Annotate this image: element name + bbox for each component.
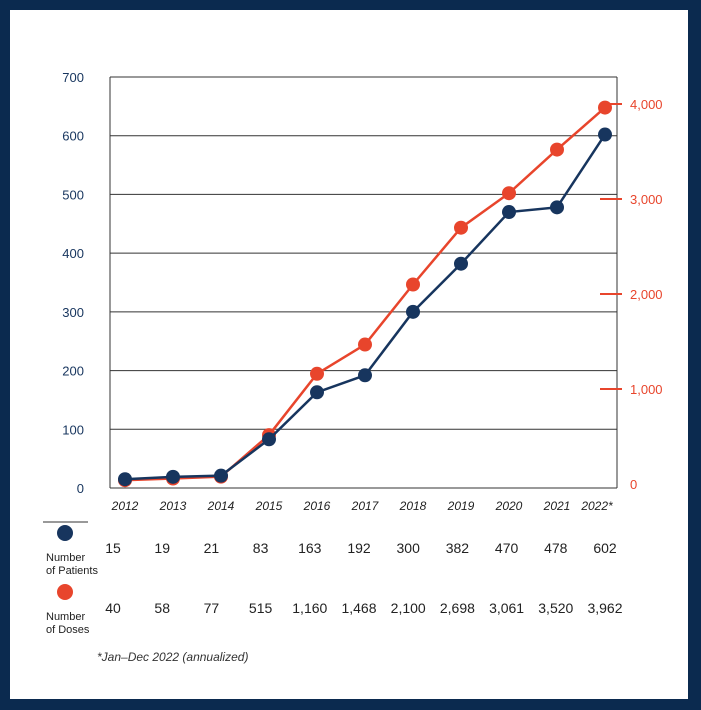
patients-point: [214, 468, 228, 483]
x-tick-label: 2016: [303, 499, 331, 513]
patients-point: [454, 256, 468, 271]
table-value: 2,100: [391, 600, 426, 616]
gridlines: [110, 76, 617, 430]
table-value: 1,468: [341, 600, 376, 616]
doses-point: [502, 186, 516, 201]
doses-line: [124, 106, 606, 482]
table-value: 15: [105, 540, 121, 556]
table-value: 83: [253, 540, 269, 556]
table-value: 300: [397, 540, 421, 556]
series-lines: [118, 100, 612, 488]
chart-panel: 0 100 200 300 400 500 600 700 0 1,000 2,000 3,000 4,…: [10, 10, 688, 699]
y-left-tick-label: 0: [77, 481, 84, 496]
table-value: 21: [204, 540, 220, 556]
y-left-tick-label: 300: [62, 305, 84, 320]
patients-point: [310, 385, 324, 400]
table-value: 382: [446, 540, 470, 556]
table-value: 192: [347, 540, 371, 556]
patients-point: [550, 200, 564, 215]
x-tick-label: 2012: [111, 499, 139, 513]
x-tick-label: 2021: [543, 499, 571, 513]
doses-point: [406, 277, 420, 292]
patients-legend-marker: [57, 525, 73, 541]
x-tick-label: 2015: [255, 499, 283, 513]
doses-point: [454, 220, 468, 235]
tick-labels: 0 100 200 300 400 500 600 700 0 1,000 2,000 3,000 4,…: [62, 70, 662, 513]
table-value: 163: [298, 540, 322, 556]
y-right-tick-label: 2,000: [630, 287, 663, 302]
line-chart: 0 100 200 300 400 500 600 700 0 1,000 2,000 3,000 4,…: [43, 70, 663, 636]
doses-point: [598, 100, 612, 115]
doses-point: [310, 366, 324, 381]
patients-point: [598, 127, 612, 142]
x-tick-label: 2019: [447, 499, 475, 513]
y-right-tick-label: 3,000: [630, 192, 663, 207]
table-value: 40: [105, 600, 121, 616]
y-left-tick-label: 700: [62, 70, 84, 85]
y-left-tick-label: 200: [62, 364, 84, 379]
x-tick-label: 2018: [399, 499, 427, 513]
table-value: 2,698: [440, 600, 475, 616]
patients-line: [124, 133, 607, 481]
y-right-tick-label: 0: [630, 477, 637, 492]
patients-point: [358, 368, 372, 383]
x-tick-label: 2013: [159, 499, 187, 513]
y-left-tick-label: 400: [62, 246, 84, 261]
doses-point: [550, 142, 564, 157]
table-value: 515: [249, 600, 273, 616]
table-value: 478: [544, 540, 568, 556]
table-value: 77: [204, 600, 220, 616]
doses-legend-marker: [57, 584, 73, 600]
patients-point: [502, 205, 516, 220]
y-right-tick-label: 4,000: [630, 97, 663, 112]
patients-point: [406, 304, 420, 319]
table-value: 470: [495, 540, 519, 556]
x-tick-label: 2017: [351, 499, 380, 513]
table-value: 58: [154, 600, 170, 616]
legend-label: of Doses: [46, 624, 90, 636]
y-left-tick-label: 500: [62, 187, 84, 202]
footnote: *Jan–Dec 2022 (annualized): [97, 650, 249, 664]
legend-label: Number: [46, 611, 85, 623]
table-value: 3,962: [587, 600, 622, 616]
legend-label: Number: [46, 552, 85, 564]
table-value: 3,061: [489, 600, 524, 616]
x-tick-label: 2014: [207, 499, 235, 513]
x-tick-label: 2020: [495, 499, 523, 513]
table-value: 3,520: [538, 600, 573, 616]
legend-label: of Patients: [46, 565, 98, 577]
patients-point: [262, 432, 276, 447]
table-value: 1,160: [292, 600, 327, 616]
table-value: 19: [154, 540, 170, 556]
x-tick-label: 2022*: [580, 499, 613, 513]
table-value: 602: [593, 540, 617, 556]
patients-point: [118, 472, 132, 487]
patients-point: [166, 469, 180, 484]
axes: [109, 77, 622, 489]
doses-point: [358, 337, 372, 352]
y-left-tick-label: 600: [62, 129, 84, 144]
y-right-tick-label: 1,000: [630, 382, 663, 397]
y-left-tick-label: 100: [62, 422, 84, 437]
